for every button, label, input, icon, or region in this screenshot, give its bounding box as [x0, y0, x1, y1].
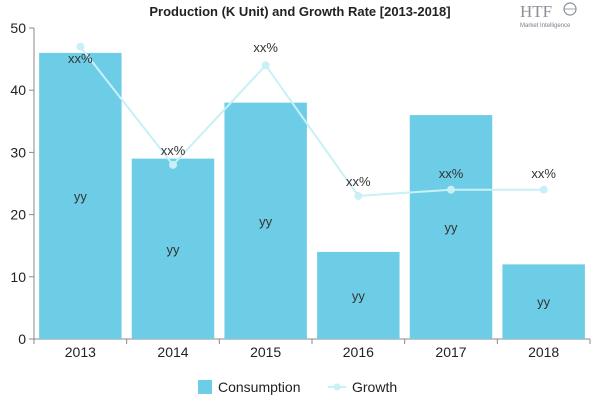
bar: [502, 264, 585, 339]
legend-label-growth: Growth: [352, 379, 397, 395]
line-point: [261, 61, 270, 70]
bar: [131, 158, 215, 339]
x-tick-label: 2016: [343, 344, 374, 360]
x-tick-label: 2017: [435, 344, 466, 360]
chart-title: Production (K Unit) and Growth Rate [201…: [149, 4, 450, 19]
y-tick-label: 40: [10, 82, 26, 98]
line-point: [447, 185, 455, 194]
logo-text: HTF: [520, 2, 552, 21]
watermark-logo: HTF Market Intelligence: [520, 2, 577, 29]
y-tick-label: 10: [10, 269, 26, 285]
bar: [317, 251, 400, 339]
x-tick-label: 2013: [65, 344, 96, 360]
y-tick-label: 0: [18, 331, 26, 347]
y-tick-label: 20: [10, 207, 26, 223]
growth-value-label: xx%: [531, 166, 556, 181]
legend: Consumption Growth: [198, 379, 397, 395]
growth-value-label: xx%: [68, 51, 93, 66]
data-labels: yy yy yy yy yy yy xx% xx% xx% xx% xx% xx%: [68, 40, 556, 310]
y-tick-label: 30: [10, 144, 26, 160]
legend-label-consumption: Consumption: [218, 379, 301, 395]
line-point: [169, 160, 177, 169]
line-point: [354, 191, 363, 200]
bar: [409, 115, 493, 339]
growth-line: [79, 46, 544, 197]
logo-subtitle: Market Intelligence: [520, 23, 571, 29]
bar-series: [39, 52, 585, 339]
legend-swatch-consumption: [198, 380, 212, 394]
x-tick-label: 2015: [250, 344, 281, 360]
line-point: [76, 42, 85, 51]
x-tick-label: 2014: [157, 344, 188, 360]
bar: [39, 52, 122, 339]
x-tick-label: 2018: [528, 344, 559, 360]
legend-marker-growth: [333, 383, 341, 391]
growth-value-label: xx%: [161, 143, 186, 158]
growth-value-label: xx%: [439, 166, 464, 181]
y-tick-label: 50: [10, 20, 26, 36]
line-point: [539, 185, 548, 194]
bar-value-label: yy: [259, 214, 273, 229]
bar-value-label: yy: [167, 242, 181, 257]
growth-value-label: xx%: [346, 174, 371, 189]
bar-value-label: yy: [352, 288, 366, 303]
bar: [224, 102, 307, 339]
bar-value-label: yy: [537, 295, 551, 310]
line-series: [76, 42, 548, 200]
bar-value-label: yy: [445, 220, 459, 235]
growth-value-label: xx%: [253, 40, 278, 55]
axes: 0 10 20 30 40 50 2013 2014 2015 2016 2017 2018: [10, 20, 591, 360]
bar-value-label: yy: [74, 189, 88, 204]
